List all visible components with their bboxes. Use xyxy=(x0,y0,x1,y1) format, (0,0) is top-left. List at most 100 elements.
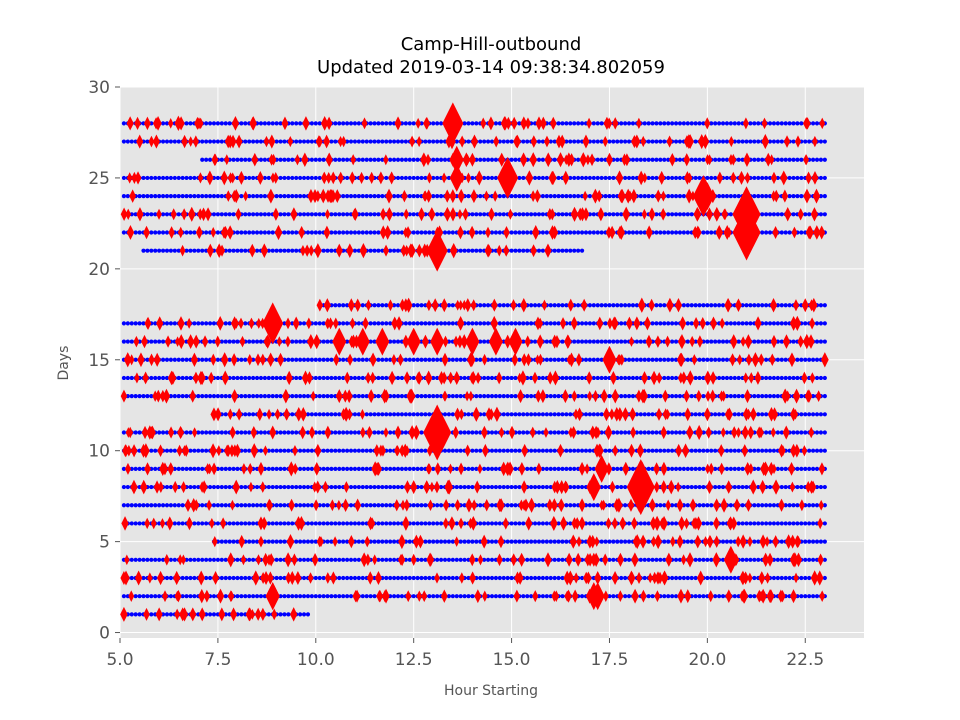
service-point xyxy=(239,194,244,199)
service-point xyxy=(270,248,275,253)
service-point xyxy=(583,394,589,399)
delay-marker xyxy=(284,552,292,568)
service-point xyxy=(611,303,616,308)
delay-marker xyxy=(157,444,164,458)
service-point xyxy=(223,557,228,562)
service-point xyxy=(333,212,338,217)
service-point xyxy=(356,448,361,453)
service-point xyxy=(254,484,260,490)
service-point xyxy=(634,357,639,362)
service-point xyxy=(693,557,698,562)
service-point xyxy=(662,594,667,599)
service-point xyxy=(638,521,643,526)
service-point xyxy=(348,448,354,453)
service-point xyxy=(540,448,546,453)
service-point xyxy=(121,594,127,599)
delay-marker xyxy=(189,607,197,622)
service-point xyxy=(709,230,714,235)
service-point xyxy=(415,557,420,562)
service-point xyxy=(779,484,784,490)
service-point xyxy=(462,357,467,362)
service-point xyxy=(337,303,342,308)
service-point xyxy=(313,175,318,181)
service-point xyxy=(775,321,780,326)
service-point xyxy=(713,448,718,453)
service-point xyxy=(595,139,600,144)
delay-marker xyxy=(374,570,382,585)
service-point xyxy=(239,248,244,253)
service-point xyxy=(215,466,220,471)
service-point xyxy=(764,303,769,308)
service-point xyxy=(677,430,683,435)
service-point xyxy=(529,212,534,217)
service-point xyxy=(364,175,369,181)
service-point xyxy=(740,484,745,490)
service-point xyxy=(321,466,326,471)
service-point xyxy=(239,594,244,599)
service-point xyxy=(764,194,769,199)
service-point xyxy=(607,194,612,199)
service-point xyxy=(587,521,592,526)
service-point xyxy=(348,212,354,217)
service-point xyxy=(462,539,467,544)
delay-marker xyxy=(427,553,435,567)
delay-marker xyxy=(707,535,714,548)
service-point xyxy=(638,412,643,417)
delay-marker xyxy=(359,426,366,439)
service-point xyxy=(525,394,530,399)
service-point xyxy=(153,230,158,235)
delay-marker xyxy=(720,427,726,438)
service-point xyxy=(764,321,769,326)
delay-marker xyxy=(218,607,226,622)
delay-marker xyxy=(130,479,138,495)
service-point xyxy=(489,539,495,544)
service-point xyxy=(783,357,788,362)
service-point xyxy=(623,139,628,144)
service-point xyxy=(474,466,479,471)
service-point xyxy=(485,557,491,562)
service-point xyxy=(341,230,346,235)
service-point xyxy=(752,139,757,144)
service-point xyxy=(321,394,326,399)
service-point xyxy=(485,575,491,581)
service-point xyxy=(505,375,510,381)
delay-marker xyxy=(246,607,253,621)
service-point xyxy=(544,484,549,490)
service-point xyxy=(791,521,796,526)
service-point xyxy=(376,412,381,417)
service-point xyxy=(243,430,248,435)
service-point xyxy=(223,466,228,471)
service-point xyxy=(207,157,213,162)
service-point xyxy=(650,194,655,199)
delay-marker xyxy=(146,425,154,440)
service-point xyxy=(423,503,428,508)
service-point xyxy=(290,430,295,435)
service-point xyxy=(713,121,718,126)
service-point xyxy=(141,557,146,562)
delay-marker xyxy=(423,480,431,494)
delay-marker xyxy=(128,590,135,603)
delay-marker xyxy=(620,517,627,530)
delay-marker xyxy=(793,443,801,458)
delay-marker xyxy=(469,571,476,585)
service-point xyxy=(576,230,581,235)
delay-marker xyxy=(550,515,558,532)
service-point xyxy=(419,503,424,508)
service-point xyxy=(341,594,346,599)
service-point xyxy=(587,194,592,199)
service-point xyxy=(579,430,585,435)
service-point xyxy=(564,212,569,217)
service-point xyxy=(803,430,808,435)
service-point xyxy=(482,212,487,217)
service-point xyxy=(407,157,412,162)
service-point xyxy=(317,321,322,326)
service-point xyxy=(364,448,369,453)
service-point xyxy=(364,484,369,490)
service-point xyxy=(290,484,295,490)
service-point xyxy=(411,412,416,417)
service-point xyxy=(243,503,248,508)
service-point xyxy=(337,557,342,562)
service-point xyxy=(775,521,780,526)
service-point xyxy=(818,175,824,181)
service-point xyxy=(670,212,675,217)
